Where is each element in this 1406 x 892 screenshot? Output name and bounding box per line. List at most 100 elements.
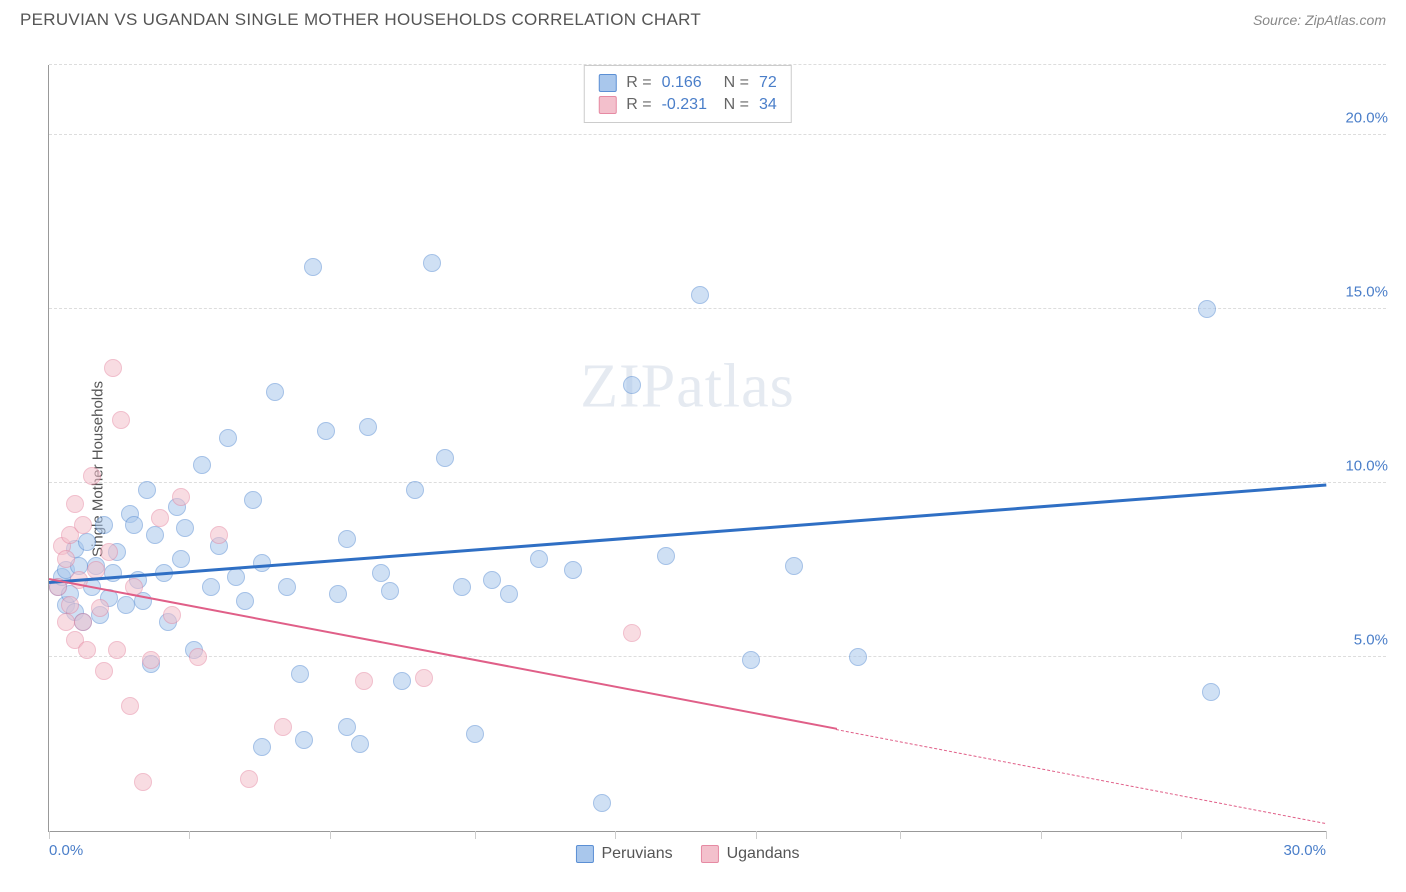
trend-line — [836, 729, 1326, 824]
data-point — [95, 662, 113, 680]
plot-area: ZIPatlas R = 0.166 N = 72 R = -0.231 N =… — [48, 65, 1326, 832]
data-point — [57, 613, 75, 631]
data-point — [355, 672, 373, 690]
legend-item-peruvians: Peruvians — [575, 845, 672, 863]
x-tick — [1181, 831, 1182, 839]
gridline-h — [49, 308, 1386, 309]
stats-row-peruvians: R = 0.166 N = 72 — [598, 72, 776, 94]
data-point — [125, 516, 143, 534]
data-point — [227, 568, 245, 586]
data-point — [393, 672, 411, 690]
x-tick — [1041, 831, 1042, 839]
data-point — [83, 467, 101, 485]
data-point — [266, 383, 284, 401]
data-point — [57, 550, 75, 568]
data-point — [100, 543, 118, 561]
data-point — [295, 731, 313, 749]
x-tick — [1326, 831, 1327, 839]
data-point — [849, 648, 867, 666]
y-tick-label: 15.0% — [1345, 283, 1388, 300]
data-point — [104, 359, 122, 377]
data-point — [193, 456, 211, 474]
data-point — [78, 641, 96, 659]
trend-line — [49, 484, 1326, 584]
data-point — [453, 578, 471, 596]
data-point — [338, 718, 356, 736]
x-tick — [475, 831, 476, 839]
data-point — [691, 286, 709, 304]
data-point — [436, 449, 454, 467]
data-point — [134, 773, 152, 791]
data-point — [278, 578, 296, 596]
data-point — [74, 516, 92, 534]
data-point — [95, 516, 113, 534]
x-tick — [330, 831, 331, 839]
data-point — [415, 669, 433, 687]
y-tick-label: 10.0% — [1345, 457, 1388, 474]
x-tick — [615, 831, 616, 839]
data-point — [91, 599, 109, 617]
data-point — [274, 718, 292, 736]
legend-item-ugandans: Ugandans — [701, 845, 800, 863]
gridline-h — [49, 482, 1386, 483]
data-point — [236, 592, 254, 610]
gridline-h — [49, 656, 1386, 657]
data-point — [564, 561, 582, 579]
data-point — [61, 596, 79, 614]
data-point — [253, 554, 271, 572]
data-point — [151, 509, 169, 527]
data-point — [500, 585, 518, 603]
data-point — [202, 578, 220, 596]
data-point — [483, 571, 501, 589]
data-point — [253, 738, 271, 756]
data-point — [623, 624, 641, 642]
data-point — [338, 530, 356, 548]
data-point — [423, 254, 441, 272]
data-point — [138, 481, 156, 499]
data-point — [78, 533, 96, 551]
y-tick-label: 5.0% — [1354, 631, 1388, 648]
data-point — [240, 770, 258, 788]
data-point — [176, 519, 194, 537]
chart-title: PERUVIAN VS UGANDAN SINGLE MOTHER HOUSEH… — [20, 10, 701, 30]
data-point — [406, 481, 424, 499]
trend-line — [49, 578, 837, 730]
data-point — [381, 582, 399, 600]
data-point — [172, 550, 190, 568]
x-tick-label: 0.0% — [49, 842, 83, 859]
data-point — [121, 697, 139, 715]
swatch-peruvians — [575, 845, 593, 863]
data-point — [291, 665, 309, 683]
data-point — [657, 547, 675, 565]
data-point — [189, 648, 207, 666]
data-point — [104, 564, 122, 582]
data-point — [359, 418, 377, 436]
stats-row-ugandans: R = -0.231 N = 34 — [598, 94, 776, 116]
swatch-ugandans — [701, 845, 719, 863]
watermark: ZIPatlas — [580, 351, 795, 422]
x-tick — [756, 831, 757, 839]
series-legend: Peruvians Ugandans — [575, 845, 799, 863]
x-tick — [189, 831, 190, 839]
data-point — [785, 557, 803, 575]
data-point — [172, 488, 190, 506]
data-point — [163, 606, 181, 624]
x-tick — [900, 831, 901, 839]
swatch-peruvians — [598, 74, 616, 92]
data-point — [146, 526, 164, 544]
data-point — [117, 596, 135, 614]
data-point — [317, 422, 335, 440]
data-point — [593, 794, 611, 812]
data-point — [466, 725, 484, 743]
chart-container: Single Mother Households ZIPatlas R = 0.… — [0, 45, 1406, 892]
data-point — [219, 429, 237, 447]
data-point — [112, 411, 130, 429]
data-point — [372, 564, 390, 582]
x-tick — [49, 831, 50, 839]
y-tick-label: 20.0% — [1345, 109, 1388, 126]
data-point — [108, 641, 126, 659]
data-point — [530, 550, 548, 568]
x-tick-label: 30.0% — [1283, 842, 1326, 859]
source-attribution: Source: ZipAtlas.com — [1253, 12, 1386, 28]
data-point — [351, 735, 369, 753]
